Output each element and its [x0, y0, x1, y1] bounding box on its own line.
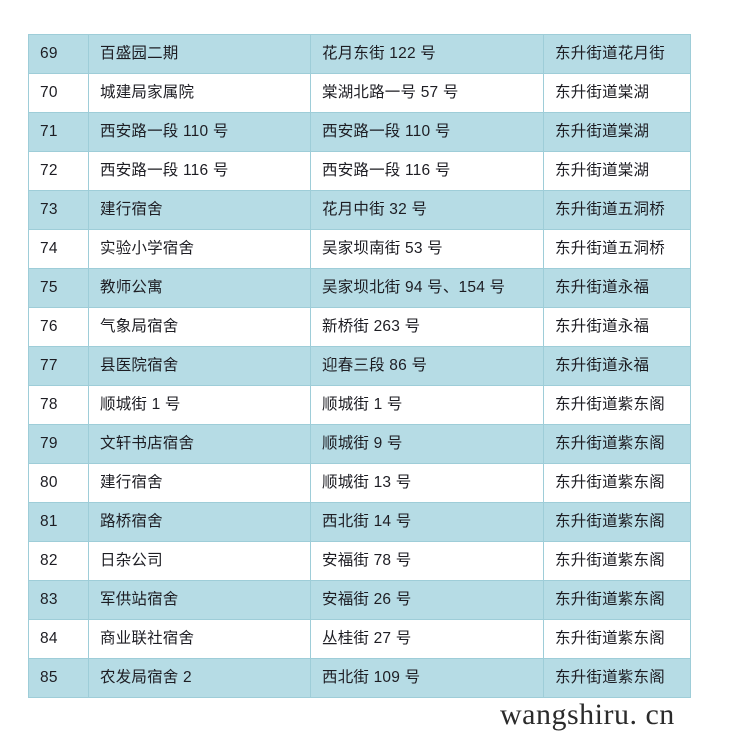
cell-address: 吴家坝南街 53 号 [310, 229, 544, 269]
cell-name: 路桥宿舍 [88, 502, 311, 542]
cell-address: 顺城街 13 号 [310, 463, 544, 503]
cell-area: 东升街道花月街 [543, 34, 691, 74]
cell-index: 72 [28, 151, 89, 191]
cell-index: 84 [28, 619, 89, 659]
cell-area: 东升街道五洞桥 [543, 229, 691, 269]
cell-address: 顺城街 9 号 [310, 424, 544, 464]
cell-address: 西安路一段 116 号 [310, 151, 544, 191]
cell-area: 东升街道紫东阁 [543, 502, 691, 542]
cell-name: 文轩书店宿舍 [88, 424, 311, 464]
cell-index: 81 [28, 502, 89, 542]
cell-address: 新桥街 263 号 [310, 307, 544, 347]
cell-index: 74 [28, 229, 89, 269]
table-row: 69 百盛园二期 花月东街 122 号东升街道花月街 [28, 34, 691, 74]
cell-name: 建行宿舍 [88, 463, 311, 503]
table-row: 84 商业联社宿舍 丛桂街 27 号东升街道紫东阁 [28, 619, 691, 659]
cell-area: 东升街道紫东阁 [543, 619, 691, 659]
table-row: 80 建行宿舍 顺城街 13 号东升街道紫东阁 [28, 463, 691, 503]
table-row: 78 顺城街 1 号顺城街 1 号东升街道紫东阁 [28, 385, 691, 425]
table-row: 82 日杂公司 安福街 78 号东升街道紫东阁 [28, 541, 691, 581]
cell-name: 气象局宿舍 [88, 307, 311, 347]
cell-area: 东升街道紫东阁 [543, 580, 691, 620]
cell-address: 西安路一段 110 号 [310, 112, 544, 152]
table-body: 69 百盛园二期 花月东街 122 号东升街道花月街 70 城建局家属院 棠湖北路一号 5… [28, 34, 691, 698]
table-row: 70 城建局家属院 棠湖北路一号 57 号东升街道棠湖 [28, 73, 691, 113]
cell-area: 东升街道紫东阁 [543, 463, 691, 503]
cell-index: 69 [28, 34, 89, 74]
residential-compound-table: 69 百盛园二期 花月东街 122 号东升街道花月街 70 城建局家属院 棠湖北路一号 5… [28, 34, 691, 698]
cell-index: 70 [28, 73, 89, 113]
cell-name: 军供站宿舍 [88, 580, 311, 620]
cell-area: 东升街道紫东阁 [543, 658, 691, 698]
cell-area: 东升街道紫东阁 [543, 385, 691, 425]
cell-name: 建行宿舍 [88, 190, 311, 230]
cell-name: 百盛园二期 [88, 34, 311, 74]
cell-address: 顺城街 1 号 [310, 385, 544, 425]
cell-address: 棠湖北路一号 57 号 [310, 73, 544, 113]
cell-address: 安福街 26 号 [310, 580, 544, 620]
cell-index: 79 [28, 424, 89, 464]
cell-index: 73 [28, 190, 89, 230]
cell-name: 商业联社宿舍 [88, 619, 311, 659]
cell-index: 78 [28, 385, 89, 425]
table-row: 75 教师公寓 吴家坝北街 94 号、154 号东升街道永福 [28, 268, 691, 308]
table-row: 71 西安路一段 110 号西安路一段 110 号东升街道棠湖 [28, 112, 691, 152]
cell-name: 城建局家属院 [88, 73, 311, 113]
cell-address: 安福街 78 号 [310, 541, 544, 581]
cell-name: 实验小学宿舍 [88, 229, 311, 269]
table-row: 85 农发局宿舍 2 西北街 109 号东升街道紫东阁 [28, 658, 691, 698]
cell-index: 76 [28, 307, 89, 347]
cell-area: 东升街道棠湖 [543, 151, 691, 191]
cell-name: 县医院宿舍 [88, 346, 311, 386]
cell-area: 东升街道紫东阁 [543, 541, 691, 581]
cell-name: 日杂公司 [88, 541, 311, 581]
cell-area: 东升街道五洞桥 [543, 190, 691, 230]
cell-index: 77 [28, 346, 89, 386]
cell-area: 东升街道棠湖 [543, 73, 691, 113]
site-watermark: wangshiru. cn [500, 698, 675, 731]
cell-index: 80 [28, 463, 89, 503]
cell-area: 东升街道永福 [543, 268, 691, 308]
table-row: 72 西安路一段 116 号西安路一段 116 号东升街道棠湖 [28, 151, 691, 191]
cell-address: 花月中街 32 号 [310, 190, 544, 230]
table-row: 76 气象局宿舍 新桥街 263 号东升街道永福 [28, 307, 691, 347]
table-row: 83 军供站宿舍 安福街 26 号东升街道紫东阁 [28, 580, 691, 620]
cell-address: 迎春三段 86 号 [310, 346, 544, 386]
residential-compound-table-container: 69 百盛园二期 花月东街 122 号东升街道花月街 70 城建局家属院 棠湖北路一号 5… [28, 34, 691, 698]
table-row: 73 建行宿舍 花月中街 32 号东升街道五洞桥 [28, 190, 691, 230]
cell-index: 75 [28, 268, 89, 308]
cell-index: 82 [28, 541, 89, 581]
cell-name: 西安路一段 116 号 [88, 151, 311, 191]
cell-address: 西北街 14 号 [310, 502, 544, 542]
cell-area: 东升街道紫东阁 [543, 424, 691, 464]
cell-address: 花月东街 122 号 [310, 34, 544, 74]
cell-area: 东升街道永福 [543, 346, 691, 386]
cell-address: 丛桂街 27 号 [310, 619, 544, 659]
table-row: 74 实验小学宿舍 吴家坝南街 53 号东升街道五洞桥 [28, 229, 691, 269]
cell-index: 85 [28, 658, 89, 698]
cell-name: 教师公寓 [88, 268, 311, 308]
cell-area: 东升街道永福 [543, 307, 691, 347]
cell-address: 吴家坝北街 94 号、154 号 [310, 268, 544, 308]
cell-name: 顺城街 1 号 [88, 385, 311, 425]
table-row: 81 路桥宿舍 西北街 14 号东升街道紫东阁 [28, 502, 691, 542]
cell-name: 农发局宿舍 2 [88, 658, 311, 698]
cell-address: 西北街 109 号 [310, 658, 544, 698]
table-row: 79 文轩书店宿舍 顺城街 9 号东升街道紫东阁 [28, 424, 691, 464]
cell-index: 71 [28, 112, 89, 152]
cell-area: 东升街道棠湖 [543, 112, 691, 152]
cell-name: 西安路一段 110 号 [88, 112, 311, 152]
cell-index: 83 [28, 580, 89, 620]
table-row: 77 县医院宿舍 迎春三段 86 号东升街道永福 [28, 346, 691, 386]
